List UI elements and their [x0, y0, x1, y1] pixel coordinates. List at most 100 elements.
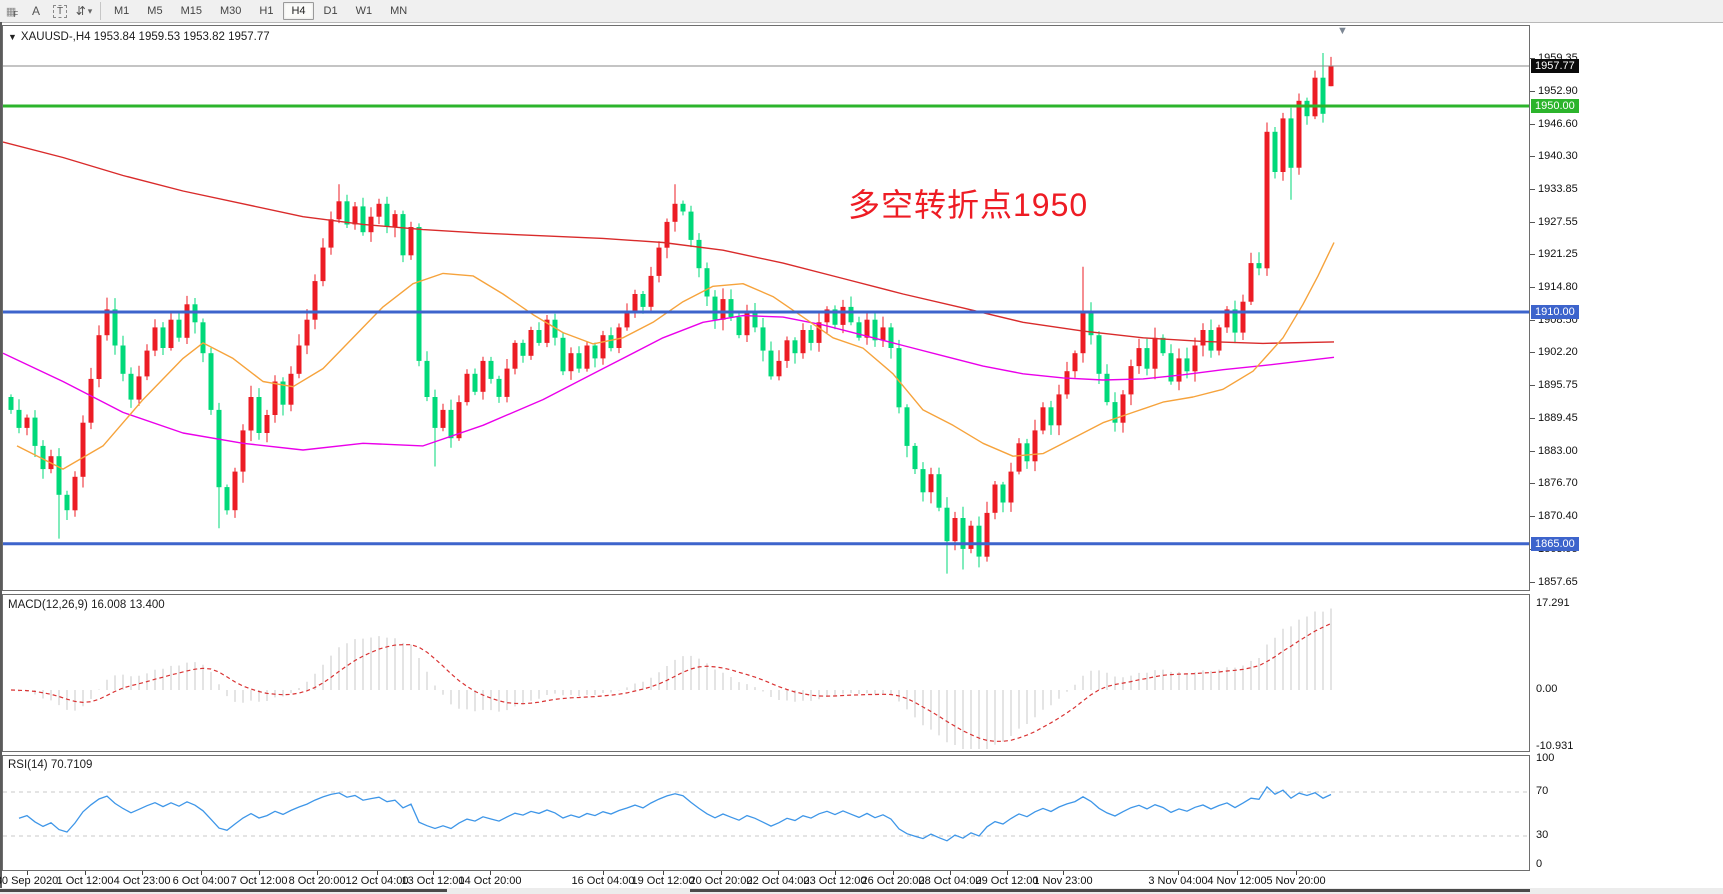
time-tick-label: 4 Nov 12:00: [1207, 875, 1267, 887]
price-tick-label: 1921.25: [1538, 248, 1578, 260]
toolbar: ▦ F A T ⇵ ▾ M1 M5 M15 M30 H1 H4 D1 W1 MN: [0, 0, 1723, 23]
time-tick: [663, 871, 664, 875]
time-tick-label: 19 Oct 12:00: [631, 875, 695, 887]
time-tick: [433, 871, 434, 875]
text-a-icon[interactable]: A: [31, 4, 40, 18]
time-tick: [201, 871, 202, 875]
time-tick: [317, 871, 318, 875]
time-tick-label: 12 Oct 04:00: [345, 875, 409, 887]
price-tick: [1530, 254, 1535, 255]
timeframe-button-h4[interactable]: H4: [283, 1, 314, 20]
price-tick-label: 1952.90: [1538, 85, 1578, 97]
time-tick: [1007, 871, 1008, 875]
dropdown-caret-icon[interactable]: ▾: [87, 5, 93, 16]
time-tick-label: 4 Oct 23:00: [113, 875, 171, 887]
time-tick-label: 23 Oct 12:00: [803, 875, 867, 887]
macd-min-label: -10.931: [1536, 740, 1574, 752]
level-price-badge: 1910.00: [1531, 305, 1579, 319]
time-tick: [27, 871, 28, 875]
rsi-canvas[interactable]: [3, 756, 1529, 870]
timeframe-button-m5[interactable]: M5: [147, 4, 163, 17]
timeframe-button-m15[interactable]: M15: [180, 4, 202, 17]
rsi-level-label: 70: [1536, 785, 1549, 797]
time-axis[interactable]: 30 Sep 2020 1 Oct 12:00 4 Oct 23:00 6 Oct 0…: [0, 871, 1530, 888]
price-tick-label: 1933.85: [1538, 183, 1578, 195]
main-chart-panel[interactable]: [2, 25, 1530, 591]
price-tick: [1530, 156, 1535, 157]
price-tick-label: 1895.75: [1538, 379, 1578, 391]
timeframe-button-d1[interactable]: D1: [323, 4, 338, 17]
grid-crosshair-icon[interactable]: ▦ F: [5, 5, 19, 19]
price-tick: [1530, 287, 1535, 288]
time-tick: [950, 871, 951, 875]
horizontal-scrollbar[interactable]: [0, 888, 1723, 894]
current-price-badge: 1957.77: [1531, 59, 1579, 73]
window-left-edge: [0, 22, 2, 894]
macd-panel[interactable]: [2, 594, 1530, 752]
price-tick-label: 1857.65: [1538, 576, 1578, 588]
time-tick-label: 28 Oct 04:00: [918, 875, 982, 887]
time-tick-label: 8 Oct 20:00: [288, 875, 346, 887]
scrollbar-thumb[interactable]: [0, 889, 447, 892]
time-tick: [603, 871, 604, 875]
price-tick: [1530, 582, 1535, 583]
time-tick-label: 16 Oct 04:00: [571, 875, 635, 887]
price-tick: [1530, 451, 1535, 452]
time-tick-label: 1 Oct 12:00: [56, 875, 114, 887]
ohlc-values: 1953.84 1959.53 1953.82 1957.77: [93, 31, 270, 43]
time-tick-label: 3 Nov 04:00: [1148, 875, 1208, 887]
price-canvas[interactable]: [3, 26, 1529, 590]
price-tick: [1530, 222, 1535, 223]
scrollbar-thumb[interactable]: [690, 889, 1530, 892]
time-tick-label: 6 Oct 04:00: [172, 875, 230, 887]
macd-canvas[interactable]: [3, 595, 1529, 751]
price-tick-label: 1883.00: [1538, 445, 1578, 457]
price-tick: [1530, 58, 1535, 59]
price-tick: [1530, 91, 1535, 92]
arrange-charts-icon[interactable]: ⇵ ▾: [75, 4, 93, 18]
timeframe-button-m1[interactable]: M1: [114, 4, 130, 17]
chart-title[interactable]: ▼ XAUUSD-,H4 1953.84 1959.53 1953.82 1957…: [8, 31, 270, 43]
time-tick-label: 20 Oct 20:00: [689, 875, 753, 887]
level-price-badge: 1950.00: [1531, 99, 1579, 113]
time-tick-label: 26 Oct 20:00: [861, 875, 925, 887]
chart-annotation-text[interactable]: 多空转折点1950: [848, 187, 1089, 223]
timeframe-button-m30[interactable]: M30: [219, 4, 242, 17]
timeframe-button-w1[interactable]: W1: [355, 4, 373, 17]
time-tick: [1178, 871, 1179, 875]
price-tick: [1530, 352, 1535, 353]
price-tick-label: 1902.20: [1538, 346, 1578, 358]
time-tick: [377, 871, 378, 875]
rsi-level-label: 30: [1536, 829, 1549, 841]
time-tick: [1063, 871, 1064, 875]
rsi-level-label: 0: [1536, 858, 1543, 870]
text-box-icon[interactable]: T: [49, 2, 71, 20]
time-tick: [778, 871, 779, 875]
timeframe-button-mn[interactable]: MN: [390, 4, 408, 17]
time-tick: [85, 871, 86, 875]
time-tick: [1237, 871, 1238, 875]
price-tick: [1530, 124, 1535, 125]
time-tick-label: 29 Oct 12:00: [975, 875, 1039, 887]
macd-label: MACD(12,26,9) 16.008 13.400: [8, 599, 165, 611]
rsi-level-label: 100: [1536, 752, 1555, 764]
symbol-dropdown-icon[interactable]: ▼: [8, 32, 17, 42]
price-tick: [1530, 385, 1535, 386]
time-tick-label: 1 Nov 23:00: [1033, 875, 1093, 887]
timeframe-button-h1[interactable]: H1: [259, 4, 274, 17]
price-tick-label: 1946.60: [1538, 118, 1578, 130]
price-tick-label: 1870.40: [1538, 510, 1578, 522]
time-tick-label: 14 Oct 20:00: [458, 875, 522, 887]
time-tick: [721, 871, 722, 875]
time-tick: [490, 871, 491, 875]
rsi-panel[interactable]: [2, 755, 1530, 871]
price-tick: [1530, 418, 1535, 419]
chart-shift-marker-icon[interactable]: ▼: [1337, 25, 1348, 37]
time-tick-label: 13 Oct 12:00: [401, 875, 465, 887]
price-tick-label: 1927.55: [1538, 216, 1578, 228]
time-tick: [835, 871, 836, 875]
time-tick: [259, 871, 260, 875]
time-tick-label: 30 Sep 2020: [0, 875, 59, 887]
price-tick: [1530, 320, 1535, 321]
